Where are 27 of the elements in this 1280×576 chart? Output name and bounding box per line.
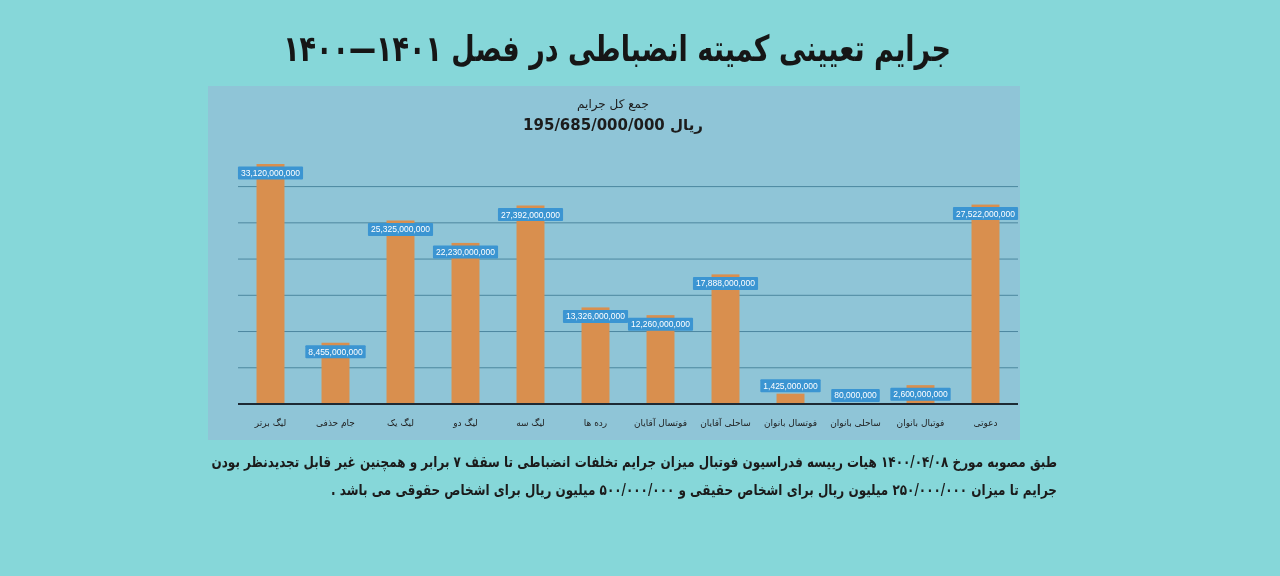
x-tick-label: ساحلی آقایان (700, 417, 751, 428)
x-tick-label: رده ها (583, 418, 608, 428)
chart-title: جرایم تعیینی کمیته انضباطی در فصل ۱۴۰۱—۱۴۰۰ (282, 28, 952, 69)
data-label: 8,455,000,000 (308, 346, 363, 357)
data-label: 13,326,000,000 (565, 311, 626, 322)
data-label: 27,522,000,000 (955, 208, 1016, 219)
data-label: 80,000,000 (834, 390, 878, 401)
x-tick-label: فوتسال آقایان (633, 417, 688, 428)
data-label: 25,325,000,000 (370, 224, 431, 235)
text: طبق مصوبه مورخ ۱۴۰۰/۰۴/۰۸ هیات رییسه فدراسیون فوتبال میزان جرایم تخلفات انضباطی تا سقف ۷ برابر و همچنین غیر قابل تجدیدنظر بودن جرایم تا میزان ۲۵۰/۰۰۰/۰۰۰ میلیون ریال برای اشخاص حقیقی و ۵۰۰/۰۰۰/۰۰۰ میلیون ریال برای اشخاص حقوقی می باشد . (210, 452, 1057, 501)
data-label: 1,425,000,000 (763, 380, 818, 391)
x-tick-label: جام حذفی (316, 418, 355, 428)
x-tick-label: دعوتی (973, 418, 998, 428)
x-tick-label: ساحلی بانوان (830, 418, 881, 428)
x-tick-label: فوتسال بانوان (763, 418, 818, 428)
x-tick-label: لیگ دو (452, 417, 478, 428)
x-tick-label: لیگ سه (516, 417, 545, 428)
x-tick-label: لیگ برتر (253, 417, 287, 428)
data-label: 33,120,000,000 (240, 168, 301, 178)
chart-subtitle: جمع کل جرایم 195/685/000/000 ریال (523, 97, 703, 134)
data-label: 17,888,000,000 (695, 278, 756, 289)
data-label: 2,600,000,000 (893, 389, 948, 400)
data-label: 27,392,000,000 (500, 209, 561, 220)
x-tick-label: فوتبال بانوان (896, 418, 945, 428)
data-label: 22,230,000,000 (435, 246, 496, 257)
data-label: 12,260,000,000 (630, 319, 691, 330)
x-tick-label: لیگ یک (387, 417, 414, 428)
